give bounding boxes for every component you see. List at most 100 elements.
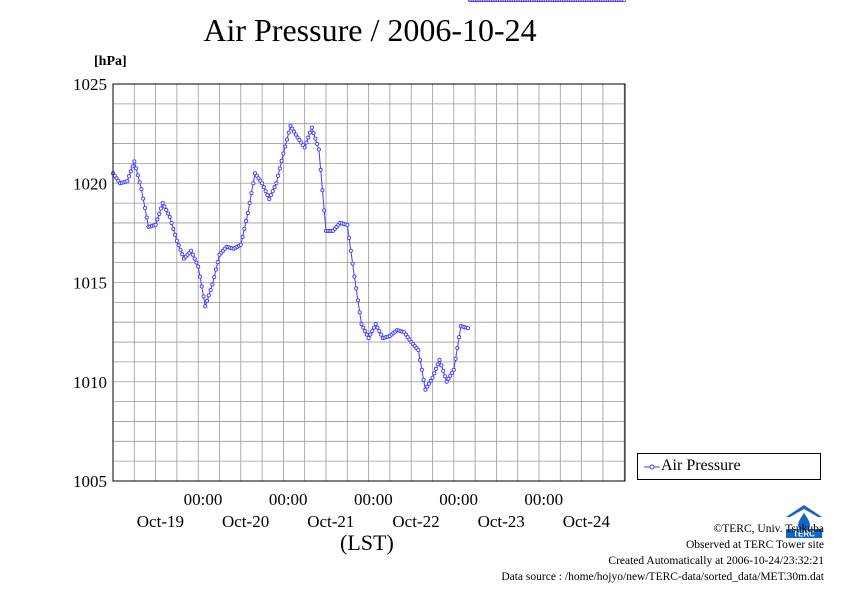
data-point [130,164,135,169]
data-point [210,282,215,287]
data-point [215,260,220,265]
data-point [157,211,162,217]
data-point [247,201,252,206]
data-point [205,298,210,303]
data-point [291,129,297,134]
y-tick-label: 1005 [73,472,107,491]
data-point [141,196,146,201]
data-point [432,371,437,376]
data-point [290,126,295,131]
data-point [162,204,167,209]
data-point [416,347,421,353]
logo-text: TERC [793,530,815,539]
y-tick-labels: 1005 1010 1015 1020 1025 [73,75,107,491]
data-point [455,345,460,351]
data-point [276,173,281,178]
data-point [311,131,316,136]
data-point [244,218,249,224]
data-point [284,137,290,142]
data-point [366,336,371,341]
data-point [139,187,144,192]
data-point [208,287,213,292]
y-tick-label: 1025 [73,75,107,94]
data-point [364,332,369,337]
data-point [622,0,627,3]
data-point [423,387,428,392]
x-tick-day: Oct-20 [222,512,269,531]
data-point [368,332,373,337]
data-point [274,181,279,186]
terc-logo-icon: TERC [784,503,824,539]
data-point [350,261,355,266]
data-point [375,325,380,330]
credit-line: Observed at TERC Tower site [685,539,824,551]
data-point [421,377,426,382]
data-point [190,252,195,257]
data-point [283,144,288,149]
plot-frame [112,83,626,482]
data-point [322,208,327,213]
data-point [370,329,375,334]
y-tick-label: 1020 [73,174,107,193]
data-point [465,326,471,331]
x-tick-day: Oct-23 [478,512,525,531]
data-point [307,130,313,135]
data-point [245,210,250,216]
series-air-pressure [110,0,627,392]
y-axis-unit: [hPa] [94,54,127,69]
data-point [197,274,203,279]
credit-line: ©TERC, Univ. Tsukuba [713,523,824,535]
data-point [132,159,137,164]
data-point [442,374,447,379]
x-tick-time: 00:00 [184,490,223,509]
data-point [281,151,286,156]
data-point [355,298,361,303]
data-point [457,335,462,340]
data-point [242,226,247,231]
data-point [448,373,453,378]
data-point [439,363,444,368]
data-point [430,375,435,380]
x-tick-day: Oct-19 [137,512,184,531]
data-point [354,286,359,291]
data-point [178,247,183,252]
grid-lines [113,84,625,481]
x-tick-time: 00:00 [524,490,563,509]
data-point [318,167,323,172]
data-point [213,267,218,272]
x-tick-time: 00:00 [354,490,393,509]
data-point [249,191,254,196]
data-point [451,367,456,372]
data-point [286,130,291,135]
data-point [288,123,293,128]
credits: ©TERC, Univ. Tsukuba Observed at TERC To… [501,521,824,585]
data-point [437,357,442,362]
data-point [373,322,378,327]
data-point [174,238,179,243]
data-point [201,294,206,299]
data-point [444,379,449,384]
data-point [345,222,350,227]
data-point [435,362,440,367]
data-point [265,193,270,198]
series-line [112,124,469,392]
legend-marker-icon [644,464,660,470]
data-point [126,174,132,179]
data-point [125,179,130,184]
data-point [449,370,455,375]
data-point [169,220,174,225]
data-point [158,206,163,211]
data-point [347,235,352,240]
x-tick-time: 00:00 [269,490,308,509]
x-tick-day: Oct-24 [563,512,611,531]
data-point [160,201,165,206]
data-point [144,215,149,220]
credit-line: Data source : /home/hojyo/new/TERC-data/… [501,571,824,583]
data-point [361,325,366,330]
data-point [173,232,178,237]
data-point [313,136,318,141]
data-point [359,322,364,327]
data-point [378,332,384,337]
